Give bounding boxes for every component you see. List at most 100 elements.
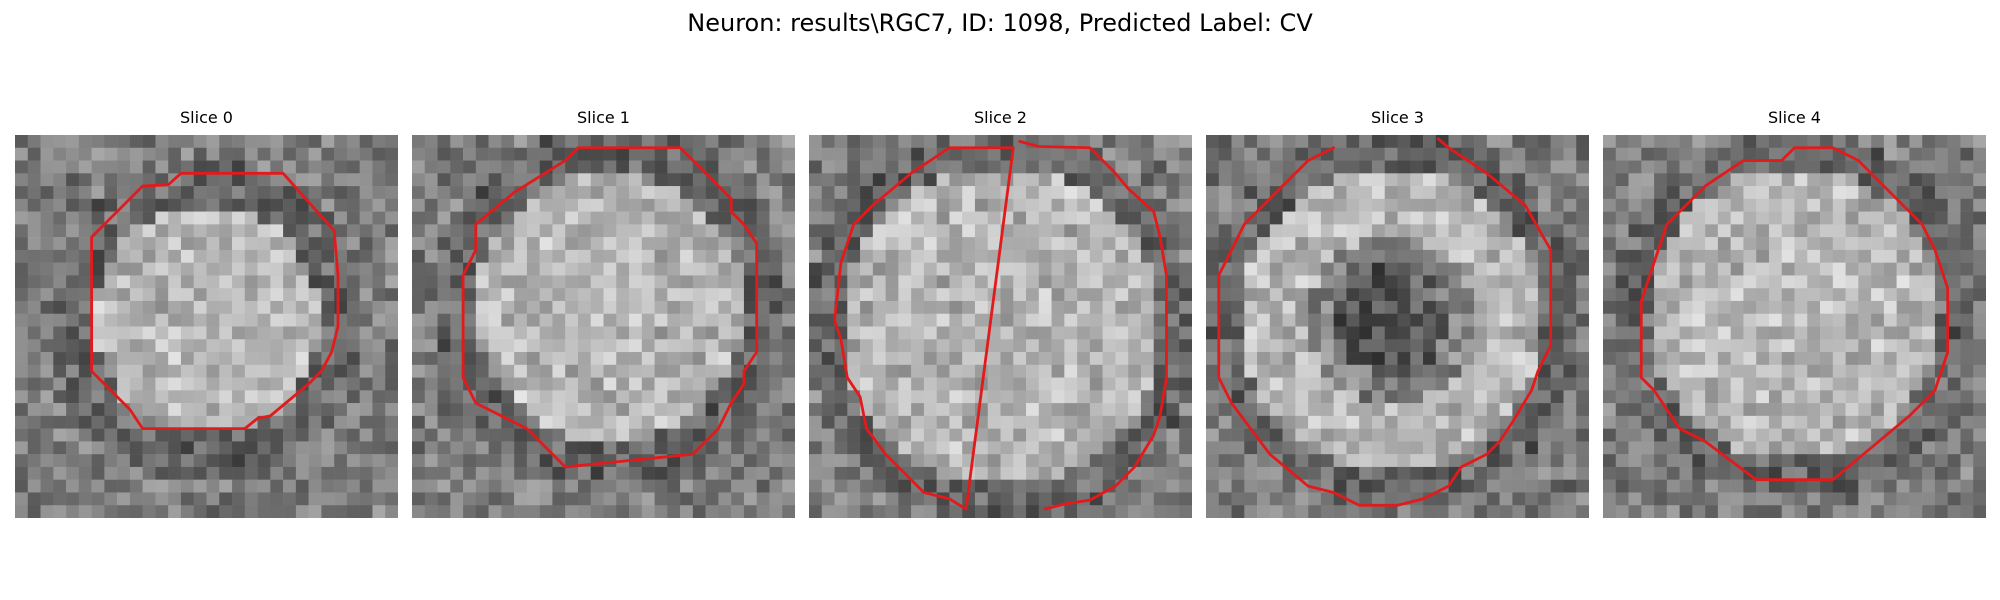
image-pixel — [501, 224, 515, 238]
image-pixel — [1756, 211, 1770, 225]
image-pixel — [27, 403, 41, 417]
image-pixel — [206, 505, 220, 518]
image-pixel — [872, 364, 886, 378]
image-pixel — [1666, 390, 1680, 404]
image-pixel — [53, 186, 67, 200]
image-pixel — [1179, 224, 1192, 238]
image-pixel — [987, 186, 1001, 200]
image-pixel — [463, 173, 477, 187]
image-pixel — [1089, 505, 1103, 518]
image-pixel — [577, 466, 591, 480]
image-pixel — [1257, 339, 1271, 353]
image-pixel — [1781, 339, 1795, 353]
image-pixel — [1128, 160, 1142, 174]
image-pixel — [885, 403, 899, 417]
image-pixel — [641, 428, 655, 442]
image-pixel — [155, 135, 169, 149]
image-pixel — [1717, 198, 1731, 212]
image-pixel — [1537, 275, 1551, 289]
image-pixel — [1089, 403, 1103, 417]
image-pixel — [53, 275, 67, 289]
image-pixel — [1512, 224, 1526, 238]
image-pixel — [1794, 300, 1808, 314]
image-pixel — [1550, 288, 1564, 302]
image-pixel — [565, 364, 579, 378]
image-pixel — [308, 326, 322, 340]
image-pixel — [244, 237, 258, 251]
image-pixel — [53, 173, 67, 187]
image-pixel — [359, 492, 373, 506]
image-pixel — [743, 415, 757, 429]
image-pixel — [629, 198, 643, 212]
image-pixel — [1692, 313, 1706, 327]
image-pixel — [705, 415, 719, 429]
image-pixel — [1858, 403, 1872, 417]
image-pixel — [270, 198, 284, 212]
image-pixel — [142, 300, 156, 314]
image-pixel — [1692, 492, 1706, 506]
image-pixel — [616, 237, 630, 251]
image-pixel — [53, 147, 67, 161]
image-pixel — [769, 505, 783, 518]
image-pixel — [206, 249, 220, 263]
image-pixel — [565, 403, 579, 417]
image-pixel — [692, 492, 706, 506]
image-pixel — [270, 326, 284, 340]
image-pixel — [692, 428, 706, 442]
image-pixel — [1102, 249, 1116, 263]
image-pixel — [974, 428, 988, 442]
image-pixel — [66, 441, 80, 455]
image-pixel — [155, 377, 169, 391]
image-pixel — [1333, 352, 1347, 366]
image-pixel — [1397, 415, 1411, 429]
image-pixel — [1257, 147, 1271, 161]
image-pixel — [1179, 249, 1192, 263]
image-pixel — [692, 135, 706, 149]
image-pixel — [821, 390, 835, 404]
image-pixel — [911, 326, 925, 340]
image-pixel — [155, 237, 169, 251]
image-pixel — [1206, 249, 1220, 263]
image-pixel — [1730, 339, 1744, 353]
image-pixel — [1576, 403, 1589, 417]
image-pixel — [1397, 198, 1411, 212]
image-pixel — [769, 135, 783, 149]
image-pixel — [911, 415, 925, 429]
image-pixel — [860, 377, 874, 391]
image-pixel — [1807, 288, 1821, 302]
image-pixel — [463, 326, 477, 340]
image-pixel — [809, 300, 823, 314]
image-pixel — [372, 454, 386, 468]
image-pixel — [501, 275, 515, 289]
image-pixel — [385, 300, 398, 314]
image-pixel — [463, 186, 477, 200]
image-pixel — [1960, 275, 1974, 289]
image-pixel — [1537, 415, 1551, 429]
image-pixel — [180, 224, 194, 238]
image-pixel — [1781, 237, 1795, 251]
image-pixel — [1000, 288, 1014, 302]
image-pixel — [334, 415, 348, 429]
image-pixel — [809, 364, 823, 378]
image-pixel — [809, 466, 823, 480]
image-pixel — [1474, 377, 1488, 391]
image-pixel — [437, 339, 451, 353]
image-pixel — [1077, 326, 1091, 340]
image-pixel — [667, 339, 681, 353]
image-pixel — [450, 441, 464, 455]
image-pixel — [1845, 160, 1859, 174]
image-pixel — [155, 173, 169, 187]
image-pixel — [1308, 211, 1322, 225]
image-pixel — [1858, 237, 1872, 251]
image-pixel — [1410, 466, 1424, 480]
image-pixel — [1486, 313, 1500, 327]
image-pixel — [1346, 326, 1360, 340]
image-pixel — [974, 186, 988, 200]
image-pixel — [1832, 505, 1846, 518]
image-pixel — [1717, 135, 1731, 149]
image-pixel — [1807, 313, 1821, 327]
image-pixel — [809, 313, 823, 327]
image-pixel — [577, 173, 591, 187]
image-pixel — [1013, 441, 1027, 455]
image-pixel — [1115, 211, 1129, 225]
